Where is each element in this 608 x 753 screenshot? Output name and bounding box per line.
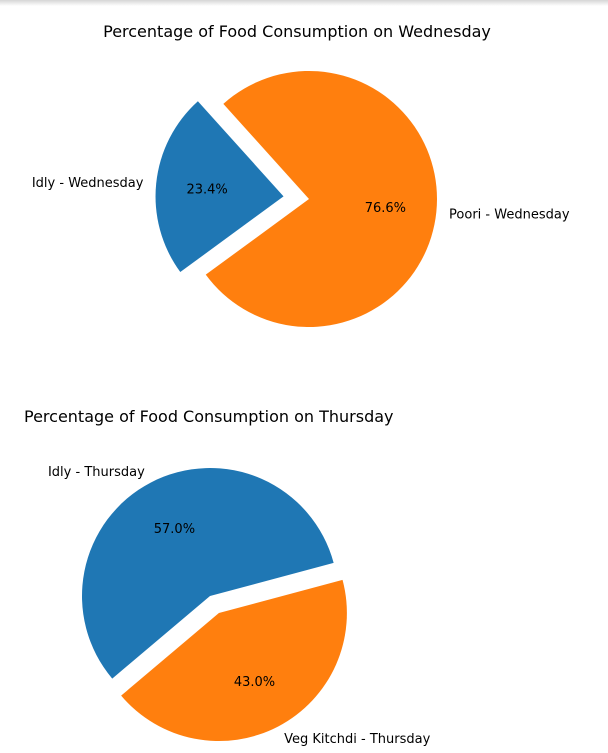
slice-category-label: Veg Kitchdi - Thursday: [284, 732, 430, 747]
slice-category-label: Idly - Wednesday: [32, 176, 144, 191]
slice-category-label: Idly - Thursday: [48, 465, 145, 480]
slice-percent-label: 57.0%: [154, 522, 195, 537]
chart-title-thursday: Percentage of Food Consumption on Thursd…: [24, 407, 394, 426]
slice-percent-label: 43.0%: [234, 675, 275, 690]
slice-percent-label: 76.6%: [365, 201, 406, 216]
pie-slice-poori-wednesday: [205, 71, 437, 327]
pie-chart-thursday: Percentage of Food Consumption on Thursd…: [24, 407, 431, 747]
pie-slice-veg-kitchdi-thursday: [121, 579, 347, 742]
pie-slice-idly-thursday: [82, 468, 334, 679]
chart-title-wednesday: Percentage of Food Consumption on Wednes…: [103, 22, 491, 41]
pie-slice-idly-wednesday: [155, 101, 284, 273]
slice-percent-label: 23.4%: [186, 183, 227, 198]
slice-category-label: Poori - Wednesday: [449, 207, 570, 222]
window-top-shadow: [0, 0, 608, 6]
pie-chart-wednesday: Percentage of Food Consumption on Wednes…: [32, 22, 570, 327]
